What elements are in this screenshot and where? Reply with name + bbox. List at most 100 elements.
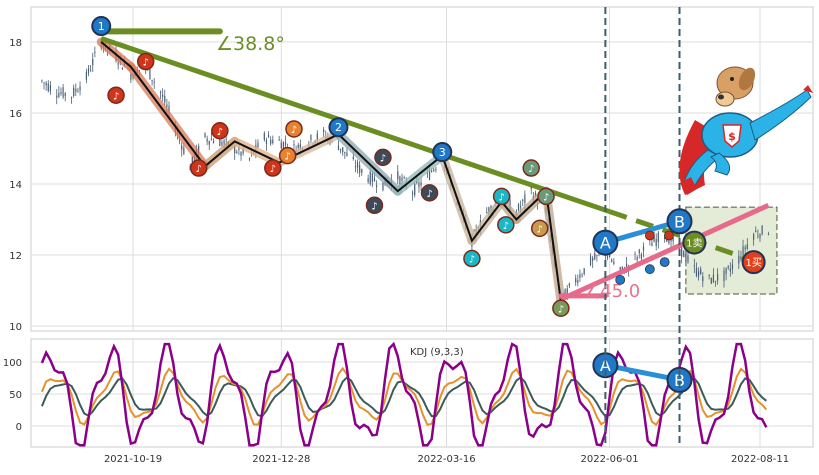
candle-body (625, 263, 628, 267)
candle-body (284, 142, 287, 146)
candle-body (433, 169, 435, 171)
candle-body (403, 177, 405, 179)
candle-body (581, 275, 583, 277)
candle-body (401, 177, 403, 181)
music-note-glyph: ♪ (270, 164, 276, 175)
candle-body (414, 183, 416, 196)
candle-body (164, 96, 166, 103)
candle-body (435, 168, 437, 170)
candle-body (310, 134, 312, 141)
candle-body (729, 268, 731, 272)
music-note-glyph: ♪ (195, 164, 201, 175)
candle-body (153, 81, 155, 83)
candle-body (693, 265, 695, 267)
candle-body (70, 97, 73, 99)
candle-body (183, 147, 185, 154)
candle-body (149, 69, 151, 80)
candle-body (566, 288, 568, 298)
candle-body (356, 162, 359, 168)
candle-body (316, 133, 318, 140)
candle-body (272, 139, 274, 144)
candle-body (248, 158, 251, 160)
candle-body (697, 271, 700, 277)
candle-body (92, 58, 94, 66)
music-note-marker (211, 122, 229, 140)
candle-body (746, 244, 748, 249)
candle-body (583, 268, 585, 275)
music-note-glyph: ♪ (498, 192, 504, 203)
small-signal-dot (664, 230, 674, 241)
candle-body (166, 104, 168, 107)
candle-body (77, 91, 79, 93)
price-marker-label: A (600, 234, 611, 253)
candle-body (257, 142, 259, 148)
candle-body (375, 185, 378, 188)
music-note-glyph: ♪ (217, 127, 223, 138)
candle-body (62, 87, 64, 98)
price-marker-label: 2 (335, 121, 342, 134)
candle-body (397, 171, 399, 180)
candle-body (488, 207, 490, 215)
candle-body (181, 145, 183, 150)
price-layer (41, 37, 778, 309)
kdj-y-tick-label: 100 (3, 358, 22, 369)
candle-body (651, 242, 653, 247)
candle-body (428, 170, 431, 180)
music-note-glyph: ♪ (426, 189, 432, 200)
candle-body (640, 254, 642, 259)
candle-body (657, 232, 659, 243)
candle-body (534, 192, 537, 197)
price-marker-label: 1 (98, 20, 105, 33)
candle-body (151, 79, 153, 82)
candle-body (710, 278, 712, 284)
music-note-glyph: ♪ (537, 224, 543, 235)
candle-body (41, 80, 43, 82)
price-y-tick-label: 10 (9, 322, 22, 333)
price-marker-circle (741, 250, 766, 275)
candle-body (47, 83, 49, 91)
candle-body (723, 270, 725, 282)
candle-body (744, 247, 746, 250)
price-marker-circle (432, 142, 453, 163)
candle-body (638, 249, 640, 254)
candle-body (621, 266, 623, 270)
candle-body (58, 92, 60, 97)
candle-body (753, 233, 755, 240)
music-note-marker (497, 216, 515, 234)
kdj-marker-label: B (674, 371, 685, 390)
candle-body (592, 257, 594, 261)
angle-annotation-green: ∠38.8° (216, 33, 285, 55)
candle-body (655, 238, 657, 246)
x-tick-label: 2022-08-11 (731, 454, 789, 465)
candle-body (757, 235, 759, 237)
rising-line-pink (559, 203, 770, 302)
candle-body (293, 144, 295, 146)
candle-body (642, 246, 645, 251)
music-note-marker (492, 187, 511, 206)
music-note-marker (530, 219, 549, 238)
candle-body (234, 145, 236, 154)
candle-body (685, 253, 687, 262)
candle-body (606, 256, 609, 258)
candle-body (282, 141, 284, 149)
candle-body (94, 51, 96, 53)
candle-body (339, 148, 342, 151)
candle-body (337, 145, 340, 150)
music-note-marker (189, 159, 208, 177)
music-note-marker (420, 184, 439, 202)
music-note-glyph: ♪ (113, 91, 119, 102)
price-marker-label: 1买 (745, 257, 761, 269)
candle-body (191, 156, 193, 163)
candle-body (412, 192, 414, 195)
x-tick-label: 2021-12-28 (252, 454, 310, 465)
candle-body (371, 173, 373, 183)
candle-body (681, 246, 683, 257)
candle-body (727, 266, 729, 269)
candle-body (714, 280, 717, 282)
trendline-solid (100, 36, 611, 214)
music-note-glyph: ♪ (143, 58, 149, 69)
candle-body (700, 268, 702, 275)
candle-body (420, 182, 422, 186)
candle-body (664, 237, 666, 240)
